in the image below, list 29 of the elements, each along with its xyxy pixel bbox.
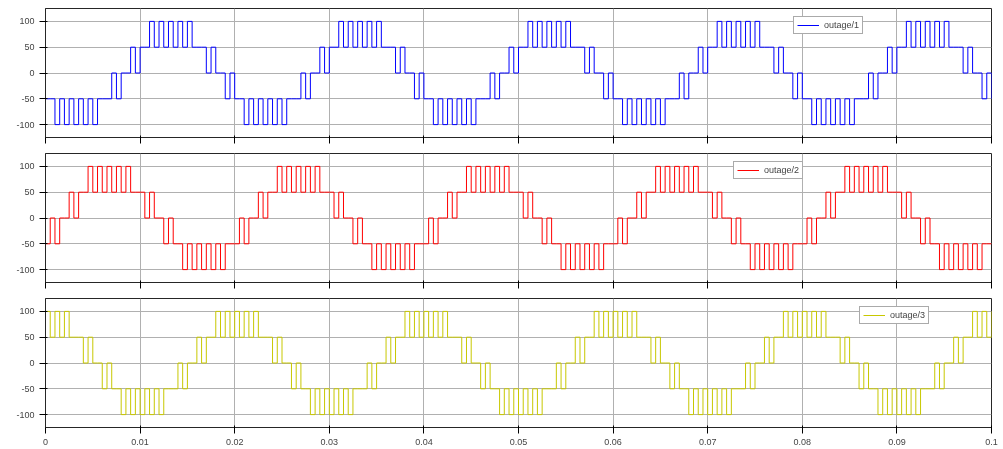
y-tick-label: 50 bbox=[24, 42, 35, 53]
y-tick-label: -100 bbox=[16, 409, 35, 420]
y-tick-label: -50 bbox=[21, 93, 35, 104]
x-tick-label: 0.05 bbox=[509, 436, 528, 447]
x-tick-label: 0.08 bbox=[793, 436, 812, 447]
y-tick-label: -50 bbox=[21, 383, 35, 394]
x-tick-label: 0.06 bbox=[604, 436, 622, 447]
y-tick-label: -100 bbox=[16, 264, 35, 275]
x-tick-label: 0.09 bbox=[888, 436, 906, 447]
y-tick-label: 50 bbox=[24, 187, 35, 198]
y-tick-label: 50 bbox=[24, 332, 35, 343]
y-tick-label: 100 bbox=[19, 16, 35, 27]
x-tick-label: 0.01 bbox=[131, 436, 149, 447]
y-tick-label: -100 bbox=[16, 119, 35, 130]
x-tick-label: 0.04 bbox=[415, 436, 433, 447]
x-tick-label: 0.02 bbox=[225, 436, 244, 447]
y-tick-label: 100 bbox=[19, 306, 35, 317]
y-tick-label: 0 bbox=[29, 68, 35, 78]
legend-label: outage/2 bbox=[764, 165, 800, 175]
x-tick-label: 0 bbox=[43, 436, 49, 447]
x-tick-label: 0.1 bbox=[985, 436, 998, 447]
legend-label: outage/1 bbox=[824, 20, 860, 30]
y-tick-label: 100 bbox=[19, 161, 35, 172]
x-tick-label: 0.03 bbox=[320, 436, 339, 447]
x-tick-label: 0.07 bbox=[698, 436, 717, 447]
y-tick-label: -50 bbox=[21, 238, 35, 249]
legend-label: outage/3 bbox=[890, 310, 926, 320]
y-tick-label: 0 bbox=[29, 213, 35, 223]
y-tick-label: 0 bbox=[29, 358, 35, 368]
